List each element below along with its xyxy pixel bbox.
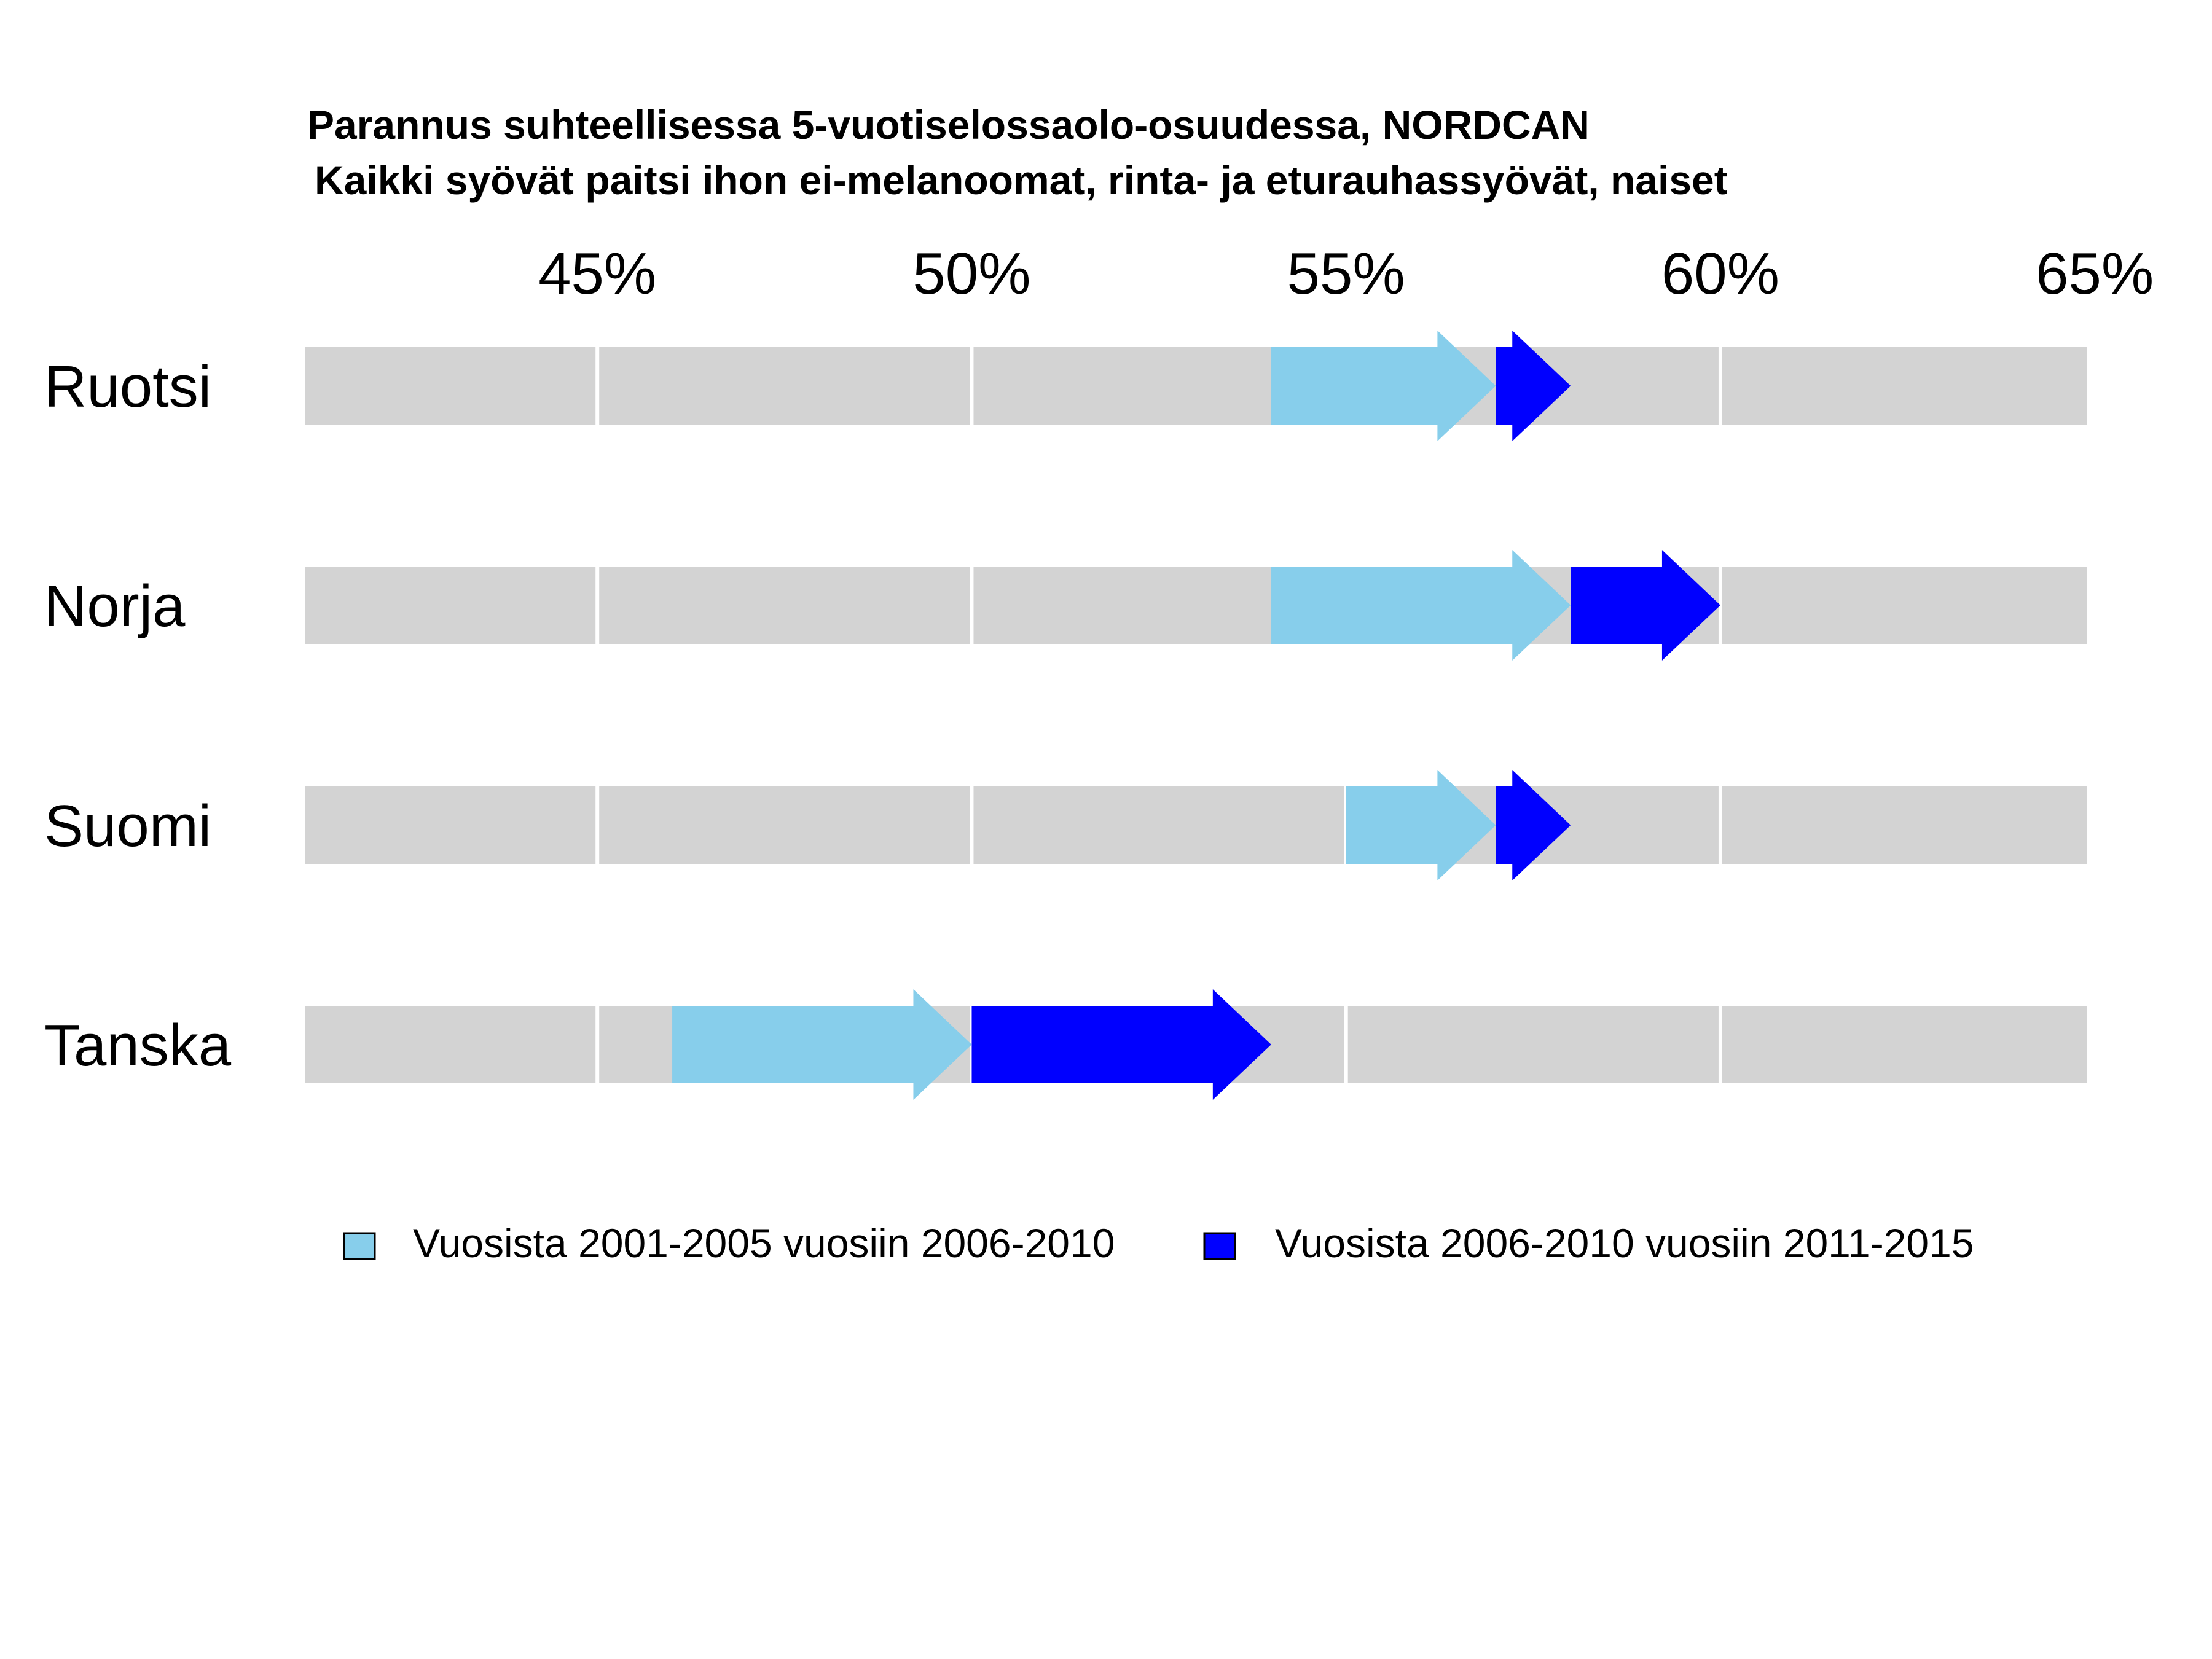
- x-tick-label: 50%: [912, 241, 1030, 307]
- arrow-period-2: [1496, 770, 1571, 880]
- category-label: Ruotsi: [44, 354, 211, 420]
- legend-label: Vuosista 2006-2010 vuosiin 2011-2015: [1275, 1220, 1974, 1266]
- chart-title: Parannus suhteellisessa 5-vuotiselossaol…: [307, 102, 1590, 147]
- arrow-period-1: [672, 989, 972, 1100]
- x-tick-label: 45%: [538, 241, 656, 307]
- arrow-period-1: [1346, 770, 1496, 880]
- row-band: [305, 347, 2087, 425]
- category-label: Tanska: [44, 1013, 232, 1078]
- legend-swatch: [1203, 1232, 1236, 1260]
- legend-swatch: [343, 1232, 376, 1260]
- arrow-period-1: [1271, 331, 1496, 441]
- x-tick-label: 60%: [1661, 241, 1779, 307]
- arrow-period-2: [1571, 550, 1720, 661]
- arrow-period-2: [1496, 331, 1571, 441]
- x-tick-label: 65%: [2036, 241, 2154, 307]
- legend-label: Vuosista 2001-2005 vuosiin 2006-2010: [413, 1220, 1115, 1266]
- arrow-period-1: [1271, 550, 1571, 661]
- chart-subtitle: Kaikki syövät paitsi ihon ei-melanoomat,…: [315, 157, 1728, 203]
- arrow-period-2: [971, 989, 1271, 1100]
- row-band: [305, 786, 2087, 864]
- x-tick-label: 55%: [1287, 241, 1405, 307]
- row-band: [305, 567, 2087, 644]
- category-label: Suomi: [44, 793, 211, 859]
- category-label: Norja: [44, 573, 186, 639]
